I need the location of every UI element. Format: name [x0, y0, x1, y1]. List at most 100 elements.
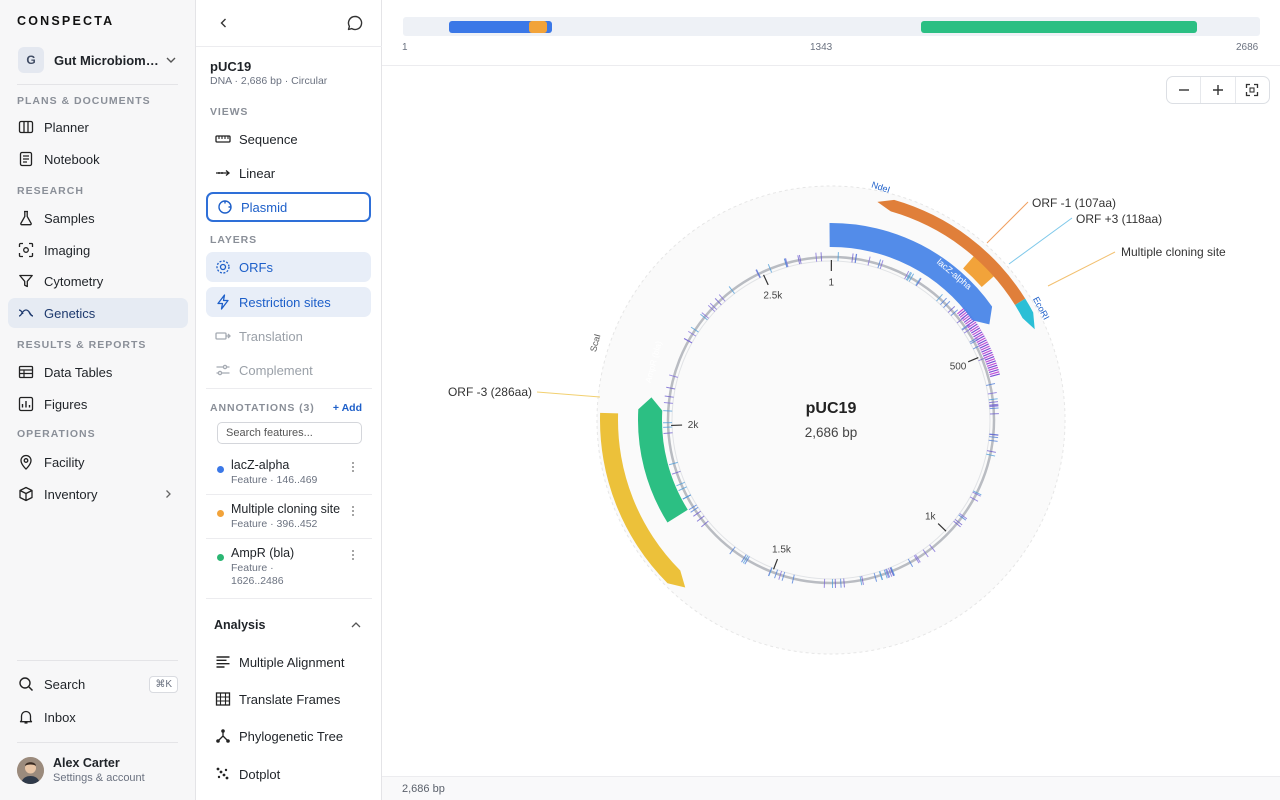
- annotation-name: AmpR (bla): [231, 546, 295, 560]
- restriction-site-mark: [947, 306, 956, 313]
- restriction-site-mark: [714, 298, 722, 306]
- layer-label: ORFs: [239, 259, 273, 275]
- feature-arc-scai: [600, 412, 686, 588]
- callout-label: ORF -3 (286aa): [448, 385, 532, 399]
- divider: [206, 598, 372, 599]
- restriction-site-mark: [988, 398, 998, 401]
- restriction-site-mark: [701, 520, 709, 528]
- restriction-site-mark: [929, 544, 936, 553]
- account-menu[interactable]: Alex Carter Settings & account: [17, 756, 145, 784]
- sidebar-item-imaging[interactable]: Imaging: [8, 235, 188, 265]
- comments-button[interactable]: [344, 12, 366, 34]
- view-linear[interactable]: Linear: [206, 158, 371, 188]
- overview-feature-ampr[interactable]: [921, 21, 1197, 33]
- callout-leader: [1047, 251, 1116, 287]
- view-label: Plasmid: [241, 199, 288, 215]
- restriction-site-mark: [989, 407, 999, 410]
- callout-label: ORF +3 (118aa): [1076, 212, 1162, 226]
- mcs-site-mark: [975, 335, 985, 342]
- tick-mark: [772, 558, 779, 570]
- feature-arcs: [600, 199, 1035, 588]
- section-label-research: RESEARCH: [17, 185, 84, 197]
- overview-tick-mid: 1343: [810, 42, 833, 53]
- more-vertical-icon[interactable]: [348, 548, 358, 562]
- mcs-site-mark: [985, 358, 996, 363]
- restriction-site-mark: [756, 269, 761, 278]
- inbox-button[interactable]: Inbox: [8, 702, 188, 732]
- zoom-out-button[interactable]: [1167, 77, 1202, 103]
- overview-tick-end: 2686: [1236, 42, 1259, 53]
- mcs-site-mark: [969, 325, 979, 332]
- restriction-site-mark: [791, 574, 795, 584]
- layer-restriction-sites[interactable]: Restriction sites: [206, 287, 371, 317]
- overview-feature-mcs[interactable]: [529, 21, 547, 33]
- restriction-site-mark: [986, 383, 996, 386]
- restriction-site-mark: [663, 410, 673, 412]
- view-label: Linear: [239, 165, 276, 181]
- sidebar-item-notebook[interactable]: Notebook: [8, 144, 188, 174]
- annotation-item-ampr[interactable]: AmpR (bla) Feature · 1626..2486: [206, 546, 372, 592]
- restriction-site-mark: [885, 569, 890, 578]
- restriction-site-mark: [905, 271, 912, 281]
- restriction-site-mark: [953, 520, 961, 528]
- restriction-site-mark: [854, 253, 858, 263]
- tool-dotplot[interactable]: Dotplot: [206, 759, 371, 789]
- more-vertical-icon[interactable]: [348, 504, 358, 518]
- tick-label: 1k: [925, 511, 937, 522]
- user-subtitle: Settings & account: [53, 772, 145, 784]
- restriction-site-mark: [940, 297, 947, 305]
- tool-multiple-alignment[interactable]: Multiple Alignment: [206, 647, 371, 677]
- tool-translate-frames[interactable]: Translate Frames: [206, 684, 371, 714]
- workspace-switcher[interactable]: G Gut Microbiome Study: [10, 44, 186, 76]
- notebook-icon: [18, 151, 34, 167]
- sidebar-item-facility[interactable]: Facility: [8, 447, 188, 477]
- layer-complement[interactable]: Complement: [206, 355, 371, 385]
- search-button[interactable]: Search ⌘K: [8, 669, 188, 699]
- minus-icon: [1178, 89, 1189, 91]
- back-button[interactable]: [213, 12, 235, 34]
- restriction-site-mark: [709, 302, 718, 310]
- tool-label: Translate Frames: [239, 691, 341, 707]
- feature-arc-lacz: [829, 223, 993, 325]
- chevron-up-icon[interactable]: [349, 618, 363, 632]
- tool-label: Dotplot: [239, 766, 281, 782]
- annotation-item-lacz[interactable]: lacZ-alpha Feature · 146..469: [206, 458, 372, 494]
- views-label: VIEWS: [210, 106, 249, 118]
- inbox-label: Inbox: [44, 709, 76, 725]
- sidebar-item-genetics[interactable]: Genetics: [8, 298, 188, 328]
- sidebar-item-planner[interactable]: Planner: [8, 112, 188, 142]
- view-sequence[interactable]: Sequence: [206, 124, 371, 154]
- restriction-site-mark: [668, 461, 678, 466]
- add-annotation-button[interactable]: + Add: [332, 402, 362, 414]
- layer-orfs[interactable]: ORFs: [206, 252, 371, 282]
- mcs-site-mark: [976, 337, 986, 344]
- overview-track[interactable]: [403, 17, 1260, 36]
- mcs-site-mark: [979, 343, 989, 349]
- expand-icon: [1246, 83, 1259, 97]
- layer-translation[interactable]: Translation: [206, 321, 371, 351]
- fit-view-button[interactable]: [1236, 77, 1269, 103]
- restriction-site-mark: [989, 404, 999, 407]
- sidebar-item-data-tables[interactable]: Data Tables: [8, 357, 188, 387]
- tool-phylogenetic-tree[interactable]: Phylogenetic Tree: [206, 721, 371, 751]
- analysis-section-header[interactable]: Analysis: [214, 618, 266, 632]
- annotation-item-mcs[interactable]: Multiple cloning site Feature · 396..452: [206, 502, 372, 538]
- feature-search-input[interactable]: [217, 422, 362, 444]
- sidebar-item-cytometry[interactable]: Cytometry: [8, 266, 188, 296]
- avatar: [17, 756, 44, 784]
- restriction-site-mark: [877, 259, 882, 269]
- zoom-in-button[interactable]: [1201, 77, 1236, 103]
- restriction-site-mark: [936, 293, 943, 302]
- view-plasmid[interactable]: Plasmid: [206, 192, 371, 222]
- layer-label: Translation: [239, 328, 303, 344]
- more-vertical-icon[interactable]: [348, 460, 358, 474]
- sidebar-item-inventory[interactable]: Inventory: [8, 479, 188, 509]
- overview-feature-lacz[interactable]: [449, 21, 552, 33]
- section-label-plans: PLANS & DOCUMENTS: [17, 95, 151, 107]
- sidebar-item-figures[interactable]: Figures: [8, 389, 188, 419]
- sidebar-item-samples[interactable]: Samples: [8, 203, 188, 233]
- orf-icon: [215, 259, 231, 275]
- restriction-site-mark: [906, 272, 913, 281]
- frames-icon: [215, 691, 231, 707]
